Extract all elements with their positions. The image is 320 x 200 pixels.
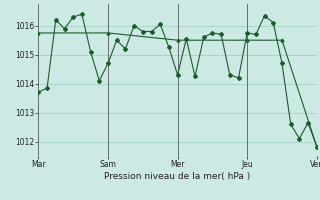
X-axis label: Pression niveau de la mer( hPa ): Pression niveau de la mer( hPa ) [104, 172, 251, 181]
